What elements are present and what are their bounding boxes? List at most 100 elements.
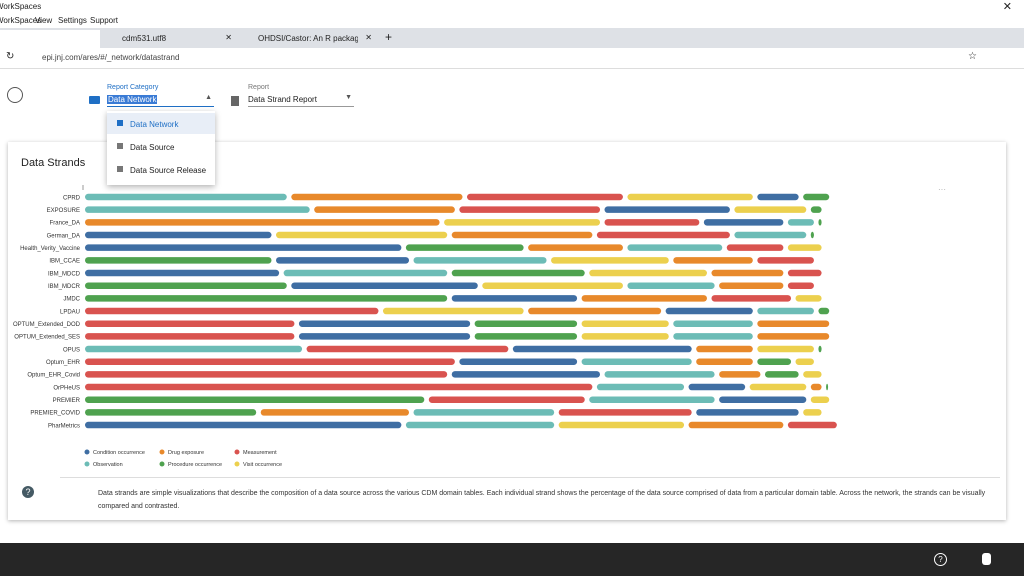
tab-close[interactable]: ✕ (225, 33, 232, 42)
legend-label: Measurement (243, 450, 277, 456)
window-title: WorkSpaces (0, 2, 42, 11)
strand-segment (810, 383, 822, 391)
strand-segment (306, 345, 509, 353)
row-label: German_DA (47, 233, 80, 239)
dropdown-option[interactable]: Data Source (130, 143, 175, 152)
report-select[interactable]: Data Strand Report ▼ (248, 93, 354, 107)
help-button[interactable]: ? (934, 553, 947, 566)
url[interactable]: epi.jnj.com/ares/#/_network/datastrand (42, 53, 180, 62)
strand-segment (298, 333, 471, 340)
help-icon[interactable]: ? (22, 486, 34, 498)
menu-item[interactable]: View (35, 16, 53, 25)
app-logo[interactable] (7, 87, 23, 103)
strand-segment (696, 409, 799, 416)
strand-segment (85, 345, 303, 353)
database-button[interactable] (982, 553, 991, 565)
tab-close[interactable]: ✕ (365, 33, 372, 42)
dropdown-option[interactable]: Data Network (130, 120, 179, 129)
strand-segment (451, 371, 601, 378)
close-button[interactable]: ✕ (1002, 1, 1012, 13)
dropdown-menu: Data Network Data Source Data Source Rel… (107, 111, 215, 185)
strand-segment (688, 421, 784, 429)
title-bar: WorkSpaces ✕ (0, 0, 1024, 14)
strand-segment (451, 295, 578, 302)
strand-segment (85, 383, 593, 391)
strand-segment (298, 320, 471, 327)
strand-segment (291, 282, 478, 289)
strand-segment (467, 193, 623, 201)
strand-segment (596, 231, 730, 239)
tab[interactable]: cdm531.utf8 ✕ (104, 32, 234, 46)
strand-segment (589, 269, 707, 277)
legend-label: Condition occurrence (93, 450, 145, 456)
row-label: IBM_CCAE (49, 259, 80, 265)
row-label: PREMIER (53, 398, 81, 404)
strand-segment (85, 358, 455, 365)
row-label: IBM_MDCD (48, 271, 81, 277)
strand-segment (459, 206, 601, 213)
strand-segment (810, 396, 830, 403)
strand-segment (726, 244, 784, 251)
option-highlight (107, 113, 215, 134)
strand-segment (428, 396, 585, 403)
strand-segment (673, 320, 753, 327)
strand-segment (444, 219, 601, 226)
strand-segment (581, 320, 669, 327)
tab-strip: cdm531.utf8 ✕ OHDSI/Castor: An R package … (0, 28, 1024, 48)
legend-swatch (84, 449, 90, 455)
row-label: OPTUM_Extended_DOD (13, 322, 81, 328)
strand-segment (787, 244, 822, 251)
address-bar: ↻ epi.jnj.com/ares/#/_network/datastrand… (0, 48, 1024, 69)
row-label: Optum_EHR (46, 360, 81, 366)
strand-segment (673, 257, 753, 264)
row-label: Optum_EHR_Covid (27, 373, 80, 379)
strand-segment (474, 320, 578, 327)
strand-segment (696, 358, 753, 365)
strand-segment (85, 307, 379, 315)
strand-segment (474, 333, 578, 340)
new-tab[interactable]: + (385, 30, 393, 44)
strand-segment (757, 333, 830, 340)
dropdown-option[interactable]: Data Source Release (130, 166, 207, 175)
strand-segment (673, 333, 753, 340)
strand-segment (413, 409, 555, 416)
strand-segment (276, 231, 448, 239)
strand-segment (558, 421, 685, 429)
menu-dots[interactable]: ··· (938, 185, 946, 194)
strand-segment (696, 345, 753, 353)
legend-swatch (159, 449, 165, 455)
field-label: Report (248, 84, 270, 91)
tab-title: OHDSI/Castor: An R package for (258, 34, 358, 43)
report-icon (231, 96, 239, 106)
active-tab[interactable] (0, 30, 100, 48)
strand-segment (85, 333, 295, 340)
strand-segment (688, 383, 746, 391)
strand-segment (85, 244, 402, 251)
strand-segment (803, 409, 822, 416)
tab[interactable]: OHDSI/Castor: An R package for ✕ (244, 32, 374, 46)
menu-item[interactable]: WorkSpaces (0, 16, 42, 25)
strand-segment (818, 345, 822, 353)
reload-button[interactable]: ↻ (6, 51, 15, 62)
legend-swatch (234, 449, 240, 455)
strand-segment (604, 219, 700, 226)
row-label: PharMetrics (48, 423, 80, 429)
strand-segment (818, 307, 830, 315)
menu-item[interactable]: Support (90, 16, 119, 25)
strand-segment (711, 295, 792, 302)
option-icon (117, 120, 123, 126)
card-title: Data Strands (21, 157, 86, 169)
strand-segment (85, 193, 287, 201)
strand-segment (581, 358, 692, 365)
category-select[interactable]: Data Network ▲ (107, 93, 214, 107)
strand-segment (787, 269, 822, 277)
strand-segment (528, 244, 623, 251)
strand-segment (85, 231, 272, 239)
row-label: LPDAU (60, 309, 80, 315)
strand-segment (451, 231, 593, 239)
strand-segment (581, 333, 669, 340)
strand-segment (558, 409, 692, 416)
menu-item[interactable]: Settings (58, 16, 87, 25)
bookmark-star[interactable]: ☆ (968, 51, 977, 62)
